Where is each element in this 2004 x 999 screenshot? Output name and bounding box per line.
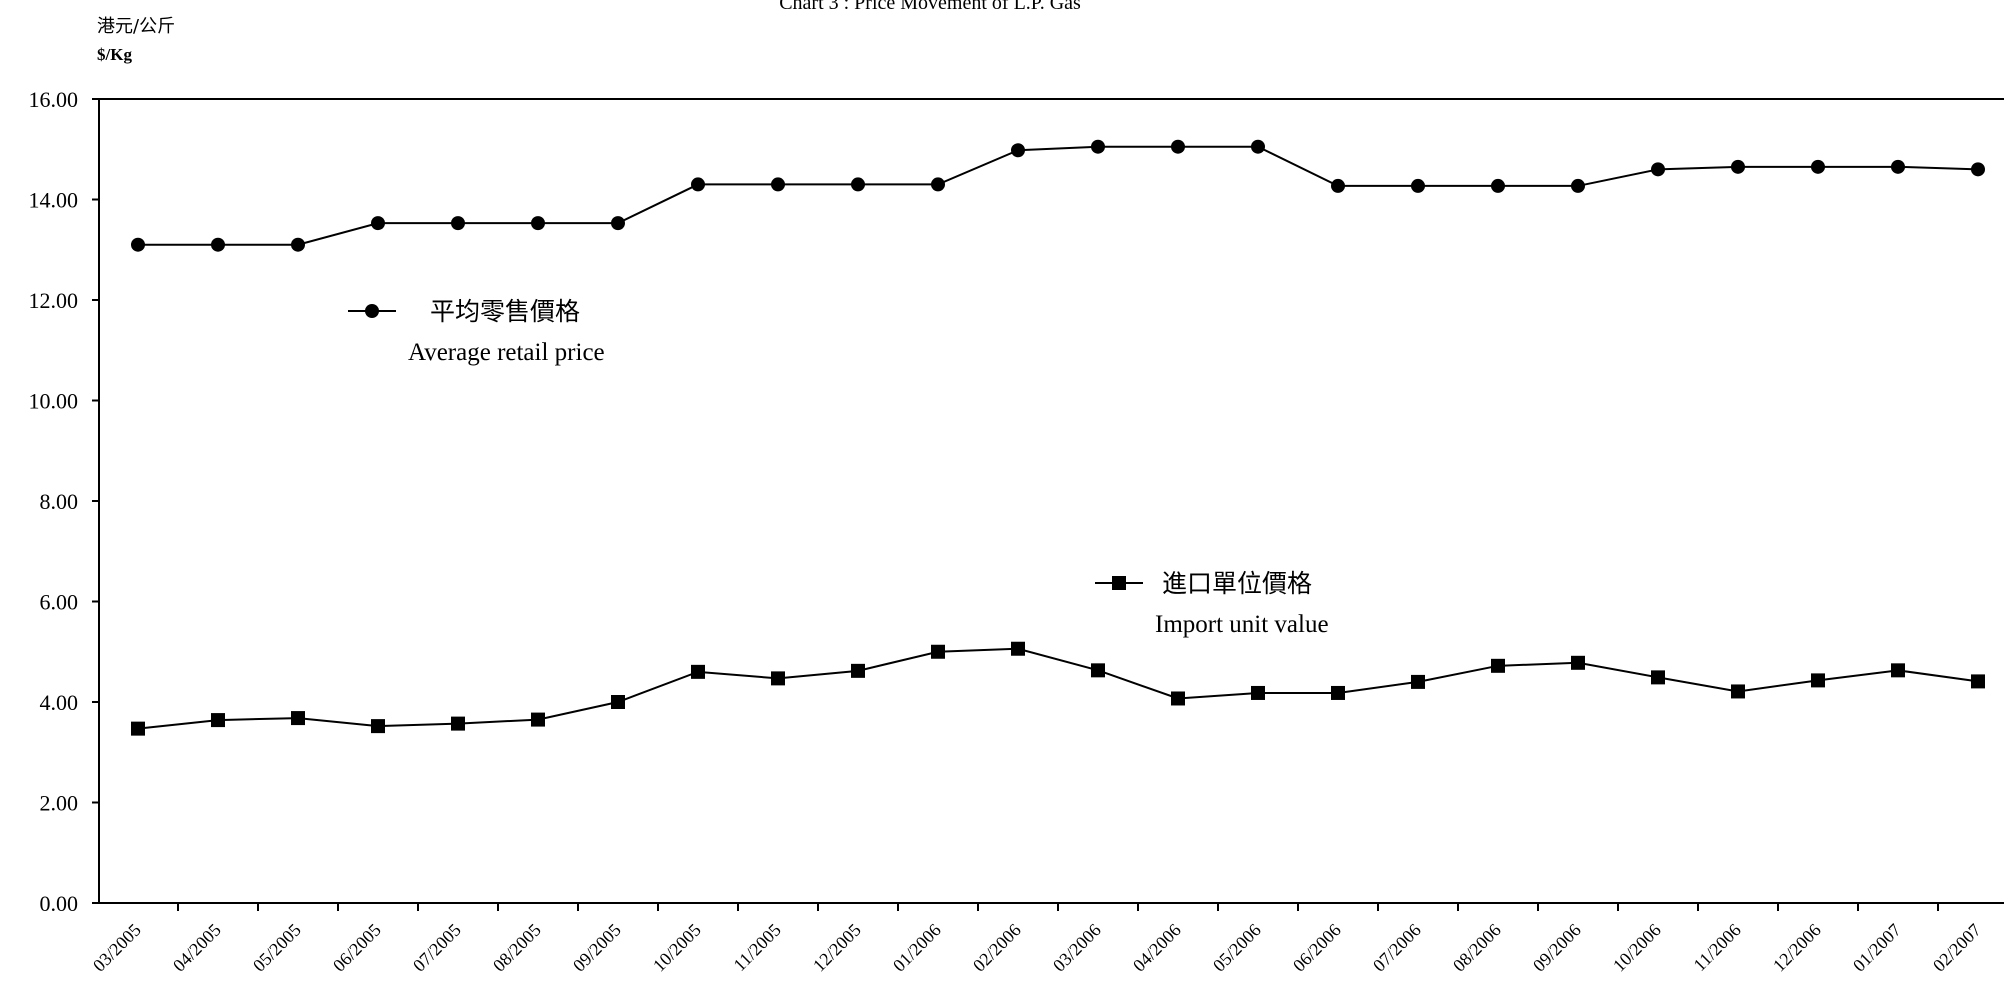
y-tick-label: 0.00 — [40, 891, 79, 916]
x-tick-label: 11/2006 — [1689, 920, 1744, 975]
data-point-import — [691, 664, 705, 679]
data-point-retail — [1331, 178, 1345, 193]
x-tick-label: 08/2005 — [489, 920, 545, 976]
data-point-import — [1171, 691, 1185, 706]
data-point-retail — [1891, 159, 1905, 174]
x-tick-label: 02/2007 — [1929, 920, 1985, 976]
data-point-import — [1731, 684, 1745, 699]
y-tick-label: 6.00 — [40, 590, 79, 615]
x-tick-label: 03/2005 — [89, 920, 145, 976]
y-tick-label: 8.00 — [40, 489, 79, 514]
x-tick-label: 07/2005 — [409, 920, 465, 976]
data-point-import — [1571, 655, 1585, 670]
y-tick-label: 2.00 — [40, 791, 79, 816]
legend-retail-label-zh: 平均零售價格 — [430, 297, 580, 326]
x-tick-label: 05/2005 — [249, 920, 305, 976]
x-tick-label: 02/2006 — [969, 920, 1025, 976]
x-tick-label: 10/2005 — [649, 920, 705, 976]
x-tick-label: 06/2006 — [1289, 920, 1345, 976]
legend-import-label-zh: 進口單位價格 — [1162, 569, 1312, 598]
data-point-import — [291, 711, 305, 726]
y-tick-label: 14.00 — [29, 188, 79, 213]
data-point-import — [931, 644, 945, 659]
data-point-import — [451, 716, 465, 731]
data-point-retail — [1731, 159, 1745, 174]
data-point-retail — [1651, 162, 1665, 177]
x-tick-label: 04/2006 — [1129, 920, 1185, 976]
data-point-retail — [1091, 139, 1105, 154]
legend-retail-marker — [365, 304, 379, 318]
data-point-retail — [1571, 178, 1585, 193]
data-point-retail — [611, 216, 625, 231]
x-tick-label: 04/2005 — [169, 920, 225, 976]
data-point-import — [1811, 673, 1825, 688]
data-point-import — [771, 671, 785, 686]
data-point-import — [131, 721, 145, 736]
x-tick-label: 07/2006 — [1369, 920, 1425, 976]
plot-area: 0.00 2.00 4.00 6.00 8.00 10.00 12.00 14.00 16.00… — [29, 87, 2004, 976]
data-point-import — [1411, 674, 1425, 689]
series-line-import — [137, 647, 1979, 730]
data-point-retail — [451, 216, 465, 231]
x-tick-label: 06/2005 — [329, 920, 385, 976]
data-point-import — [1971, 674, 1985, 689]
data-point-retail — [371, 216, 385, 231]
data-point-retail — [1011, 143, 1025, 158]
x-tick-label: 10/2006 — [1609, 920, 1665, 976]
data-point-import — [1891, 663, 1905, 678]
data-point-retail — [1971, 162, 1985, 177]
x-tick-label: 01/2007 — [1849, 920, 1905, 976]
data-point-import — [1091, 663, 1105, 678]
data-point-import — [1011, 641, 1025, 656]
legend-retail-label-en: Average retail price — [408, 339, 605, 366]
y-tick-label: 12.00 — [29, 288, 79, 313]
data-point-retail — [211, 237, 225, 252]
data-point-retail — [131, 237, 145, 252]
data-point-retail — [931, 177, 945, 192]
x-tick-label: 09/2006 — [1529, 920, 1585, 976]
data-point-retail — [1411, 178, 1425, 193]
legend-import-marker — [1112, 576, 1126, 590]
y-tick-label: 4.00 — [40, 690, 79, 715]
x-tick-label: 01/2006 — [889, 920, 945, 976]
data-point-retail — [771, 177, 785, 192]
data-point-import — [1331, 685, 1345, 700]
data-point-retail — [851, 177, 865, 192]
x-tick-label: 08/2006 — [1449, 920, 1505, 976]
data-point-import — [1491, 658, 1505, 673]
data-point-retail — [531, 216, 545, 231]
data-point-retail — [1251, 139, 1265, 154]
data-point-retail — [291, 237, 305, 252]
data-point-retail — [1811, 159, 1825, 174]
x-tick-label: 09/2005 — [569, 920, 625, 976]
y-tick-label: 16.00 — [29, 87, 79, 112]
x-tick-label: 05/2006 — [1209, 920, 1265, 976]
x-tick-label: 03/2006 — [1049, 920, 1105, 976]
series-line-retail — [138, 145, 1979, 246]
y-tick-label: 10.00 — [29, 389, 79, 414]
x-tick-label: 12/2006 — [1769, 920, 1825, 976]
data-point-retail — [1491, 178, 1505, 193]
data-point-retail — [1171, 139, 1185, 154]
data-point-import — [611, 695, 625, 709]
x-tick-label: 12/2005 — [809, 920, 865, 976]
data-point-import — [211, 713, 225, 728]
data-point-import — [1251, 685, 1265, 700]
data-point-retail — [691, 177, 705, 192]
legend-import-label-en: Import unit value — [1155, 611, 1329, 638]
data-point-import — [531, 712, 545, 727]
y-axis-unit-zh: 港元/公斤 — [97, 16, 175, 37]
x-tick-label: 11/2005 — [729, 920, 784, 975]
data-point-import — [851, 663, 865, 678]
data-point-import — [371, 719, 385, 734]
data-point-import — [1651, 670, 1665, 685]
y-axis-unit-en: $/Kg — [97, 45, 132, 64]
chart-title: Chart 3 : Price Movement of L.P. Gas — [779, 0, 1081, 14]
